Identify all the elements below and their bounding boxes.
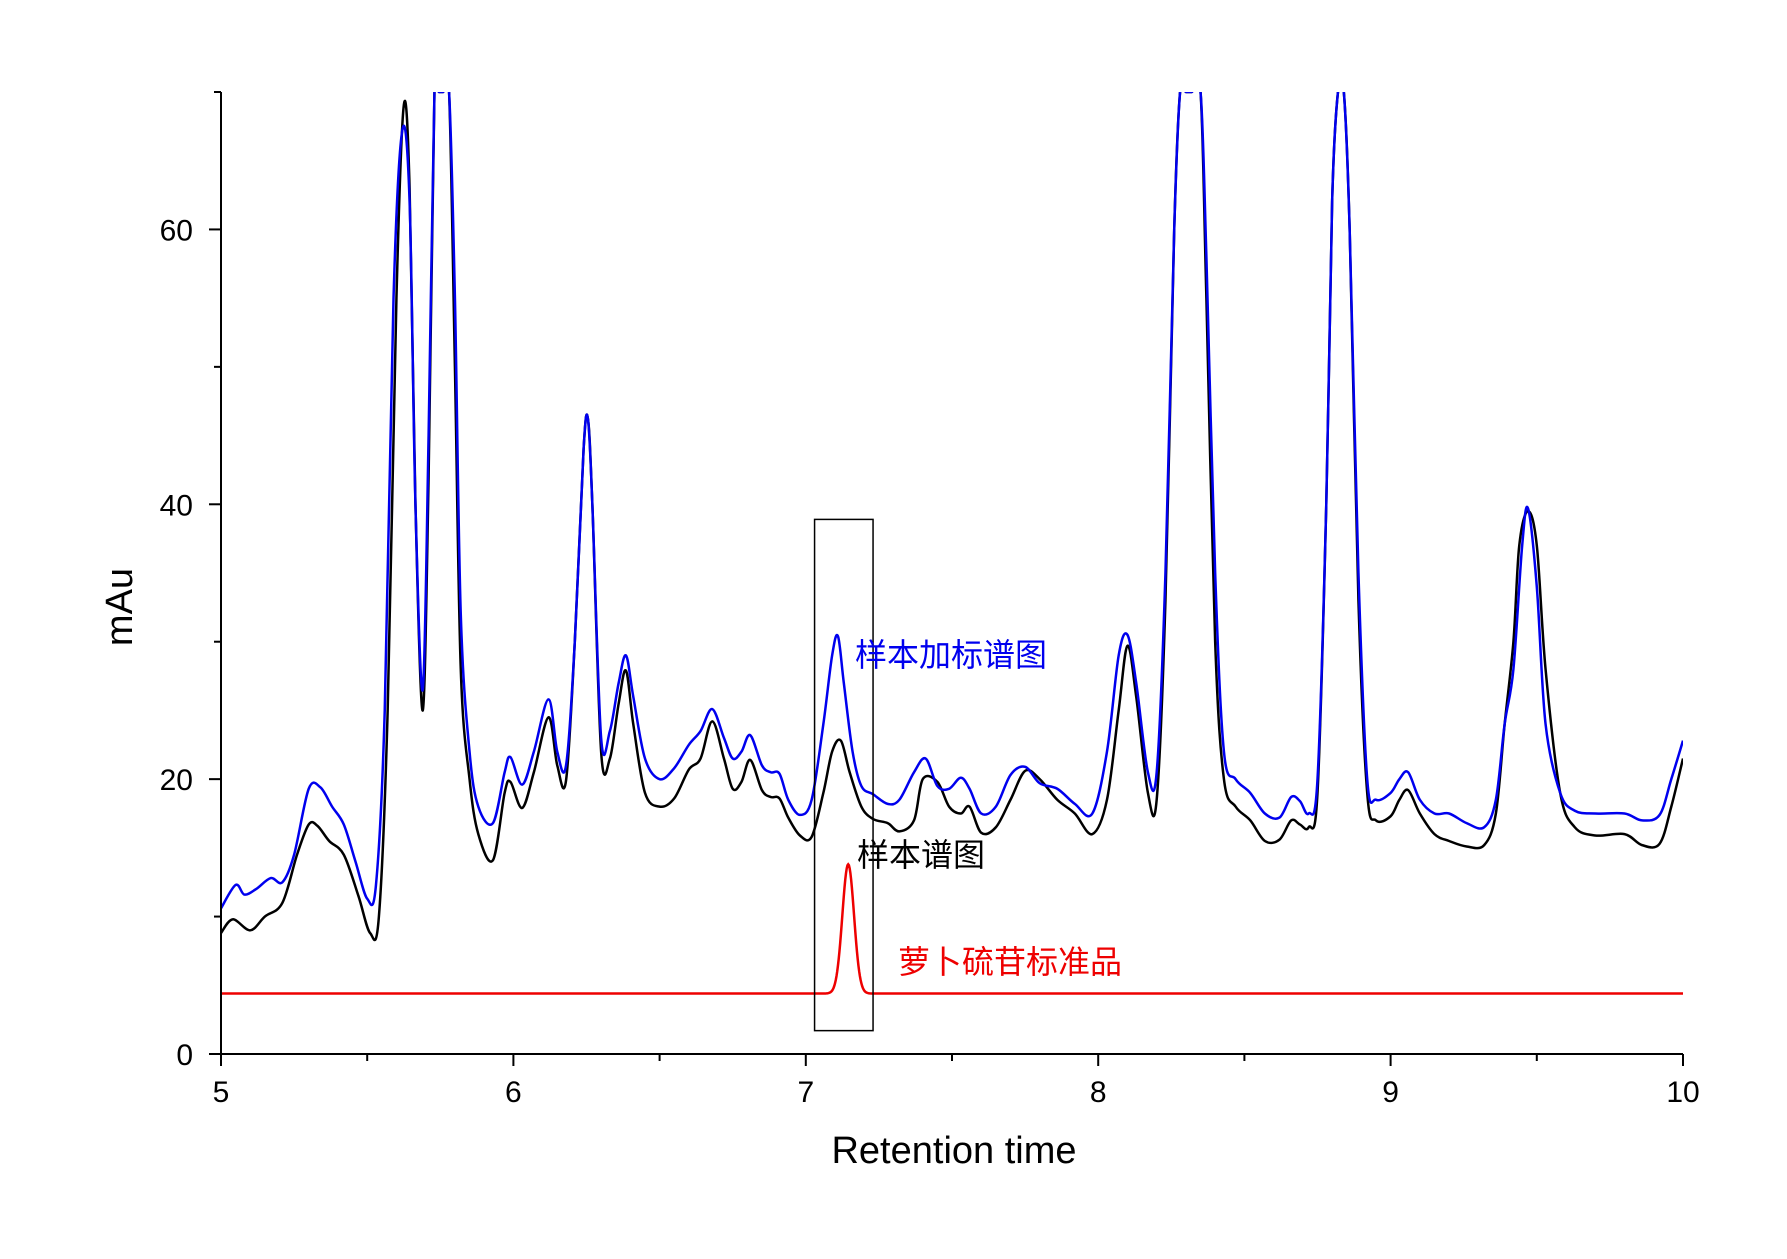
y-tick-label: 20: [160, 764, 193, 797]
annotation-sample: 样本谱图: [857, 836, 985, 874]
series-sample-line: [221, 92, 1683, 942]
annotation-standard: 萝卜硫苷标准品: [898, 943, 1122, 981]
series-spiked-sample-line: [221, 92, 1683, 909]
x-tick-label: 9: [1382, 1076, 1399, 1109]
y-tick-label: 0: [176, 1039, 193, 1072]
axes: [220, 92, 1683, 1055]
x-tick-label: 10: [1666, 1076, 1699, 1109]
series-layer: [221, 92, 1683, 995]
x-tick-label: 8: [1090, 1076, 1107, 1109]
x-tick-label: 7: [797, 1076, 814, 1109]
series-standard-line: [221, 862, 1683, 995]
ticks: 5 6 7 8 9 10 0 20 40 60: [160, 91, 1700, 1109]
x-tick-label: 5: [213, 1076, 230, 1109]
y-tick-label: 40: [160, 489, 193, 522]
highlight-box: [813, 518, 874, 1032]
y-axis-title: mAu: [99, 568, 141, 646]
annotation-spiked-sample: 样本加标谱图: [855, 636, 1047, 674]
x-axis-title: Retention time: [831, 1130, 1076, 1172]
x-tick-label: 6: [505, 1076, 522, 1109]
y-tick-label: 60: [160, 214, 193, 247]
